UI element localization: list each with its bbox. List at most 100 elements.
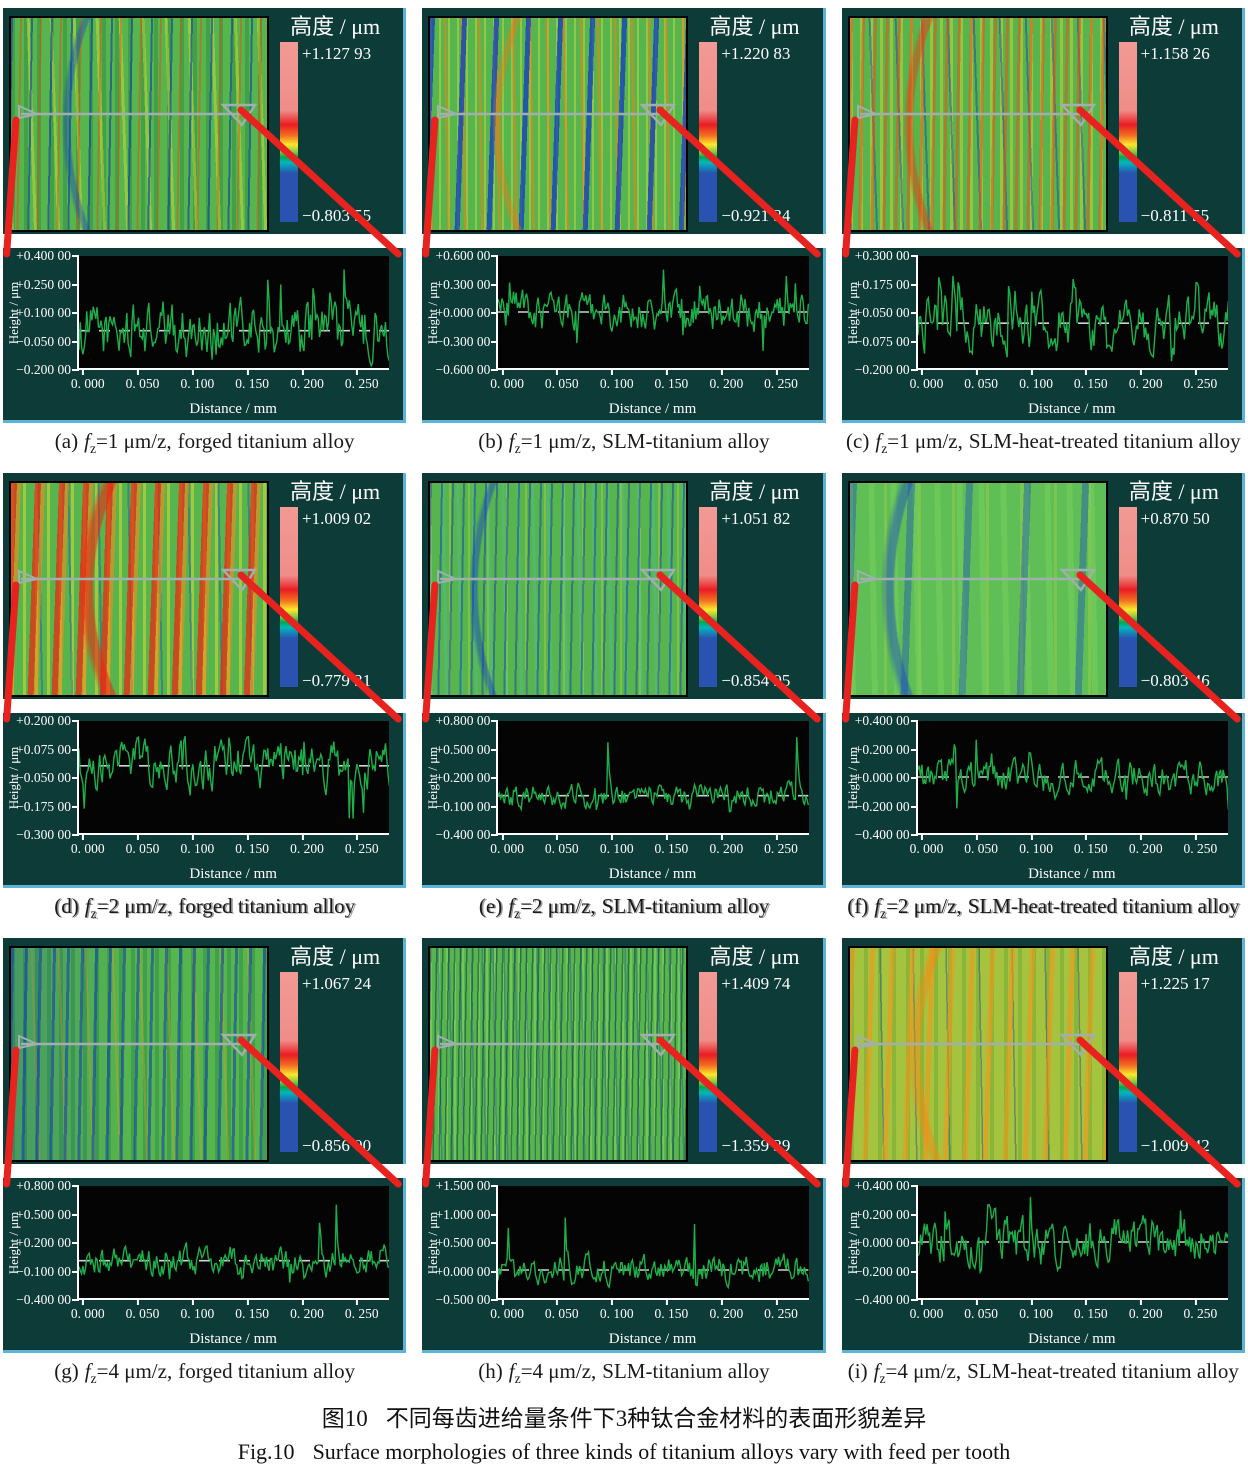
y-tick: +0.050 00 xyxy=(854,305,918,320)
x-axis-label: Distance / mm xyxy=(1028,1331,1116,1347)
x-tick: 0. 250 xyxy=(764,369,798,391)
panel-letter: (f) xyxy=(847,894,869,918)
feed-value: =1 μm/z, xyxy=(520,429,597,453)
y-axis-ticks: +0.400 00 +0.200 00 +0.000 00 −0.200 00 … xyxy=(842,713,918,842)
y-tick: −0.400 00 xyxy=(854,1292,918,1307)
feed-value: =2 μm/z, xyxy=(886,894,962,918)
x-axis-ticks: 0. 000 0. 050 0. 100 0. 150 0. 200 0. 25… xyxy=(910,834,1228,859)
figure-caption-zh-text: 不同每齿进给量条件下3种钛合金材料的表面形貌差异 xyxy=(385,1406,927,1431)
feed-subscript: z xyxy=(89,441,97,457)
surface-map-panel: 高度 / μm +1.051 82 −0.854 95 xyxy=(422,473,826,699)
surface-height-map xyxy=(428,16,689,232)
profile-plot-area xyxy=(496,721,809,835)
y-tick: −0.100 00 xyxy=(435,798,499,814)
feed-symbol: f xyxy=(84,429,90,453)
y-tick: +0.000 00 xyxy=(435,1263,499,1279)
material-name: SLM-titanium alloy xyxy=(601,894,770,918)
surface-map-panel: 高度 / μm +1.220 83 −0.921 34 xyxy=(422,8,826,234)
scan-line-marker xyxy=(18,1033,258,1057)
x-tick: 0. 250 xyxy=(344,1299,379,1321)
panel-letter: (i) xyxy=(847,1359,868,1383)
colorbar-title: 高度 / μm xyxy=(1128,944,1219,969)
surface-map-panel: 高度 / μm +1.225 17 −1.009 42 xyxy=(841,938,1245,1164)
x-axis-ticks: 0. 000 0. 050 0. 100 0. 150 0. 200 0. 25… xyxy=(490,1299,808,1324)
x-axis-ticks: 0. 000 0. 050 0. 100 0. 150 0. 200 0. 25… xyxy=(71,834,389,859)
x-axis-ticks: 0. 000 0. 050 0. 100 0. 150 0. 200 0. 25… xyxy=(910,1299,1228,1324)
surface-height-map xyxy=(428,946,689,1162)
colorbar-title: 高度 / μm xyxy=(709,14,800,39)
height-colorbar xyxy=(699,972,718,1152)
y-tick: +0.200 00 xyxy=(854,741,918,757)
panel-caption: (a) fz=1 μm/z, forged titanium alloy xyxy=(3,429,406,461)
feed-value: =1 μm/z, xyxy=(887,429,963,453)
x-tick: 0. 100 xyxy=(1019,1299,1053,1321)
x-tick: 0. 000 xyxy=(490,369,525,391)
y-tick: −0.600 00 xyxy=(435,362,499,377)
y-tick: +0.000 00 xyxy=(435,305,499,320)
y-tick: +0.200 00 xyxy=(16,1235,79,1250)
y-tick: +0.000 00 xyxy=(854,770,918,785)
y-axis-ticks: +0.400 00 +0.250 00 +0.100 00 −0.050 00 … xyxy=(3,248,79,377)
y-tick: +0.300 00 xyxy=(435,276,499,292)
figure-panel: 高度 / μm +1.409 74 −1.359 39 Height / μm … xyxy=(422,938,826,1391)
panel-letter: (d) xyxy=(54,894,79,918)
scan-line-marker xyxy=(437,1033,677,1057)
x-tick: 0. 250 xyxy=(1183,1299,1218,1321)
x-axis-ticks: 0. 000 0. 050 0. 100 0. 150 0. 200 0. 25… xyxy=(71,1299,389,1324)
feed-subscript: z xyxy=(514,441,521,457)
colorbar-max-value: +1.009 02 xyxy=(302,509,372,528)
colorbar-max-value: +1.051 82 xyxy=(721,509,791,528)
y-axis-ticks: +0.600 00 +0.300 00 +0.000 00 −0.300 00 … xyxy=(422,248,499,377)
figure-panel: 高度 / μm +1.158 26 −0.811 55 Height / μm … xyxy=(841,8,1245,461)
y-tick: +0.800 00 xyxy=(435,713,499,728)
figure-panel: 高度 / μm +1.009 02 −0.779 31 Height / μm … xyxy=(3,473,407,926)
panel-letter: (c) xyxy=(846,429,870,453)
x-tick: 0. 200 xyxy=(709,834,744,856)
y-tick: +0.400 00 xyxy=(854,1178,918,1193)
panel-letter: (h) xyxy=(478,1359,503,1383)
y-tick: +0.200 00 xyxy=(854,1206,918,1222)
y-tick: +0.500 00 xyxy=(16,1206,79,1222)
y-axis-ticks: +0.400 00 +0.200 00 +0.000 00 −0.200 00 … xyxy=(842,1178,918,1307)
y-tick: −0.300 00 xyxy=(435,333,499,349)
x-tick: 0. 050 xyxy=(964,1299,998,1321)
y-tick: −0.200 00 xyxy=(854,798,918,814)
x-tick: 0. 100 xyxy=(1019,369,1053,391)
y-tick: −0.400 00 xyxy=(854,827,918,842)
feed-subscript: z xyxy=(514,1371,521,1387)
y-tick: −0.400 00 xyxy=(16,1292,79,1307)
x-tick: 0. 000 xyxy=(70,834,105,856)
panel-caption: (c) fz=1 μm/z, SLM-heat-treated titanium a… xyxy=(842,429,1245,461)
figure-number-en: Fig.10 xyxy=(237,1439,295,1464)
surface-map-panel: 高度 / μm +1.158 26 −0.811 55 xyxy=(841,8,1245,234)
surface-height-map xyxy=(9,946,269,1162)
profile-plot-panel: Height / μm +0.800 00 +0.500 00 +0.200 0… xyxy=(422,713,826,888)
x-tick: 0. 000 xyxy=(490,834,525,856)
panel-letter: (g) xyxy=(54,1359,79,1383)
material-name: forged titanium alloy xyxy=(178,1359,356,1383)
feed-value: =4 μm/z, xyxy=(885,1359,962,1383)
surface-height-map xyxy=(847,946,1108,1162)
colorbar-title: 高度 / μm xyxy=(709,479,800,504)
x-tick: 0. 150 xyxy=(654,834,689,856)
feed-subscript: z xyxy=(90,1371,97,1387)
height-colorbar xyxy=(280,42,298,222)
y-tick: +0.300 00 xyxy=(854,248,918,263)
profile-plot-panel: Height / μm +0.800 00 +0.500 00 +0.200 0… xyxy=(3,1178,407,1353)
figure-panel: 高度 / μm +0.870 50 −0.803 46 Height / μm … xyxy=(841,473,1245,926)
x-tick: 0. 200 xyxy=(1128,834,1163,856)
feed-value: =2 μm/z, xyxy=(520,894,596,918)
surface-map-panel: 高度 / μm +1.409 74 −1.359 39 xyxy=(422,938,826,1164)
height-profile-trace xyxy=(498,721,808,833)
colorbar-max-value: +1.225 17 xyxy=(1140,974,1210,993)
profile-plot-area xyxy=(496,256,809,370)
x-tick: 0. 000 xyxy=(909,1299,944,1321)
colorbar-max-value: +1.127 93 xyxy=(302,44,372,63)
feed-symbol: f xyxy=(873,1359,880,1383)
x-tick: 0. 050 xyxy=(964,369,998,391)
profile-plot-area xyxy=(915,256,1228,370)
y-tick: −0.200 00 xyxy=(16,362,79,377)
x-tick: 0. 100 xyxy=(180,834,215,856)
x-axis-label: Distance / mm xyxy=(608,866,697,882)
scan-line-marker xyxy=(437,103,677,127)
